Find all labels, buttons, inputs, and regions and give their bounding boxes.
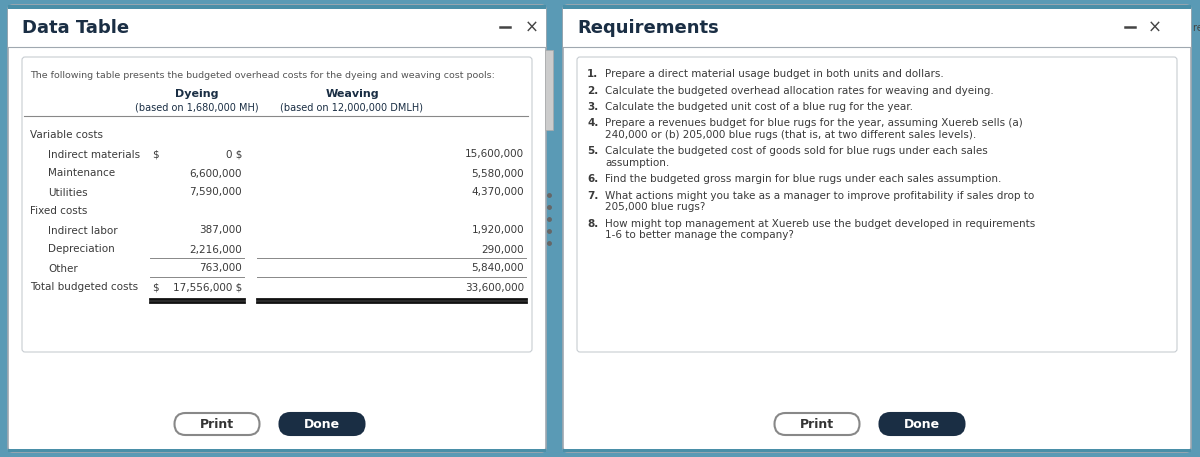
Text: Depreciation: Depreciation xyxy=(48,244,115,255)
Text: 240,000 or (b) 205,000 blue rugs (that is, at two different sales levels).: 240,000 or (b) 205,000 blue rugs (that i… xyxy=(605,130,977,140)
Text: Prepare a revenues budget for blue rugs for the year, assuming Xuereb sells (a): Prepare a revenues budget for blue rugs … xyxy=(605,118,1022,128)
Text: $: $ xyxy=(152,149,158,159)
FancyBboxPatch shape xyxy=(563,5,1190,452)
FancyBboxPatch shape xyxy=(880,413,965,435)
Text: Indirect labor: Indirect labor xyxy=(48,225,118,235)
Bar xyxy=(8,9,546,47)
Text: Print: Print xyxy=(800,418,834,430)
Text: Total budgeted costs: Total budgeted costs xyxy=(30,282,138,292)
Text: Print: Print xyxy=(200,418,234,430)
Text: 1-6 to better manage the company?: 1-6 to better manage the company? xyxy=(605,230,794,240)
Text: 8.: 8. xyxy=(587,219,599,229)
Text: assumption.: assumption. xyxy=(605,158,670,168)
Text: ×: × xyxy=(1148,19,1162,37)
Text: 7.: 7. xyxy=(587,191,599,201)
Text: The following table presents the budgeted overhead costs for the dyeing and weav: The following table presents the budgete… xyxy=(30,71,494,80)
Text: 4,370,000: 4,370,000 xyxy=(472,187,524,197)
Bar xyxy=(8,5,546,9)
Text: 5,580,000: 5,580,000 xyxy=(472,169,524,179)
Text: 7,590,000: 7,590,000 xyxy=(190,187,242,197)
Bar xyxy=(563,5,1190,9)
Text: 4.: 4. xyxy=(587,118,599,128)
Text: Find the budgeted gross margin for blue rugs under each sales assumption.: Find the budgeted gross margin for blue … xyxy=(605,175,1001,185)
Text: Data Table: Data Table xyxy=(22,19,130,37)
Text: What actions might you take as a manager to improve profitability if sales drop : What actions might you take as a manager… xyxy=(605,191,1034,201)
Text: 387,000: 387,000 xyxy=(199,225,242,235)
Text: 205,000 blue rugs?: 205,000 blue rugs? xyxy=(605,202,706,213)
Text: ×: × xyxy=(526,19,539,37)
Text: 1.: 1. xyxy=(587,69,599,79)
Text: Done: Done xyxy=(304,418,340,430)
Text: Prepare a direct material usage budget in both units and dollars.: Prepare a direct material usage budget i… xyxy=(605,69,943,79)
Text: How might top management at Xuereb use the budget developed in requirements: How might top management at Xuereb use t… xyxy=(605,219,1036,229)
Text: Indirect materials: Indirect materials xyxy=(48,149,140,159)
Text: 5,840,000: 5,840,000 xyxy=(472,264,524,273)
Text: Utilities: Utilities xyxy=(48,187,88,197)
FancyBboxPatch shape xyxy=(174,413,259,435)
Text: Weaving: Weaving xyxy=(325,89,379,99)
Text: 763,000: 763,000 xyxy=(199,264,242,273)
Bar xyxy=(563,9,1190,47)
Text: 6.: 6. xyxy=(587,175,599,185)
Text: 17,556,000 $: 17,556,000 $ xyxy=(173,282,242,292)
Text: Requirements: Requirements xyxy=(577,19,719,37)
Text: Other: Other xyxy=(48,264,78,273)
Text: Calculate the budgeted overhead allocation rates for weaving and dyeing.: Calculate the budgeted overhead allocati… xyxy=(605,85,994,96)
Text: Done: Done xyxy=(904,418,940,430)
Bar xyxy=(563,449,1190,452)
Text: 33,600,000: 33,600,000 xyxy=(464,282,524,292)
FancyBboxPatch shape xyxy=(774,413,859,435)
Text: Maintenance: Maintenance xyxy=(48,169,115,179)
FancyBboxPatch shape xyxy=(8,5,546,452)
FancyBboxPatch shape xyxy=(280,413,365,435)
Bar xyxy=(8,449,546,452)
Text: 15,600,000: 15,600,000 xyxy=(464,149,524,159)
Text: 2.: 2. xyxy=(587,85,599,96)
Text: (based on 1,680,000 MH): (based on 1,680,000 MH) xyxy=(136,102,259,112)
Text: 1,920,000: 1,920,000 xyxy=(472,225,524,235)
Text: Calculate the budgeted unit cost of a blue rug for the year.: Calculate the budgeted unit cost of a bl… xyxy=(605,102,913,112)
Text: 3.: 3. xyxy=(587,102,599,112)
Text: Fixed costs: Fixed costs xyxy=(30,207,88,217)
FancyBboxPatch shape xyxy=(577,57,1177,352)
Text: 290,000: 290,000 xyxy=(481,244,524,255)
Bar xyxy=(545,50,553,130)
Text: Dyeing: Dyeing xyxy=(175,89,218,99)
Text: 5.: 5. xyxy=(587,147,599,156)
FancyBboxPatch shape xyxy=(22,57,532,352)
Text: $: $ xyxy=(152,282,158,292)
Text: Variable costs: Variable costs xyxy=(30,131,103,140)
Text: 0 $: 0 $ xyxy=(226,149,242,159)
Text: (based on 12,000,000 DMLH): (based on 12,000,000 DMLH) xyxy=(281,102,424,112)
Text: 2,216,000: 2,216,000 xyxy=(190,244,242,255)
Text: reave a rug at: reave a rug at xyxy=(1193,23,1200,33)
Text: 6,600,000: 6,600,000 xyxy=(190,169,242,179)
Text: Calculate the budgeted cost of goods sold for blue rugs under each sales: Calculate the budgeted cost of goods sol… xyxy=(605,147,988,156)
